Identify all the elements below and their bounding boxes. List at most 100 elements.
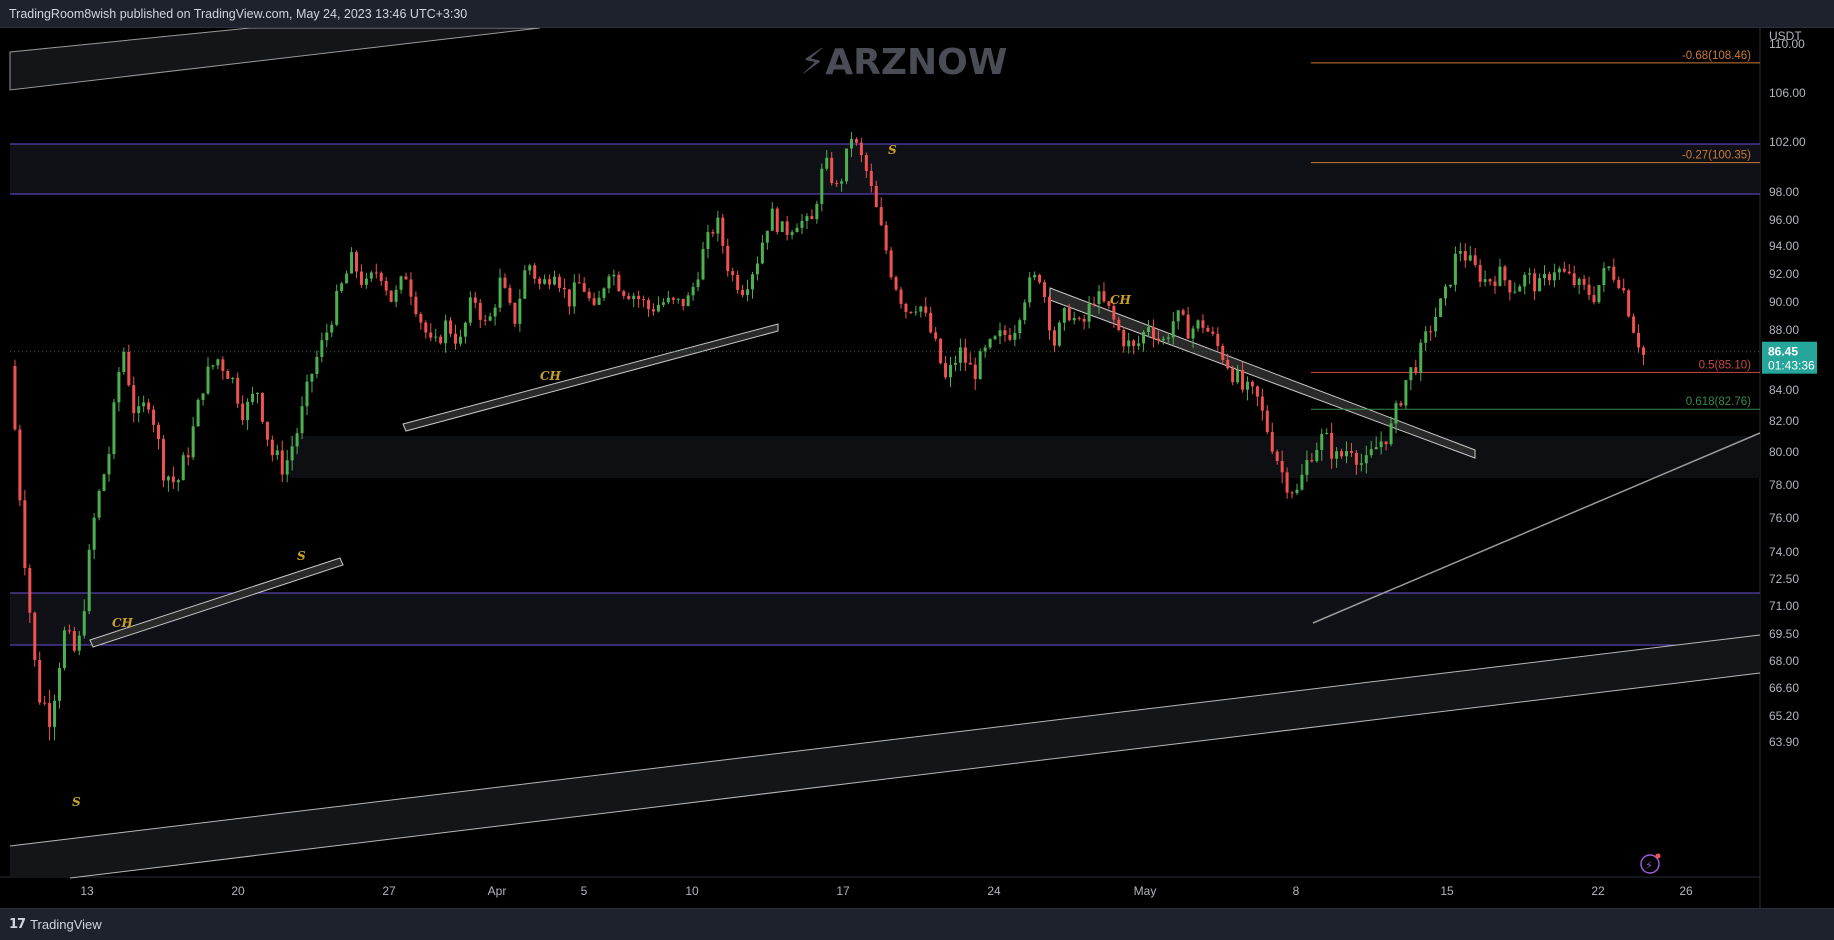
candle-body — [899, 289, 903, 304]
watermark-text: ARZNOW — [825, 42, 1007, 83]
candle-body — [409, 279, 413, 297]
candle-body — [355, 252, 358, 272]
candle-body — [181, 455, 185, 481]
candle-body — [884, 225, 888, 251]
candle-body — [325, 332, 329, 341]
tradingview-logo[interactable]: 17 TradingView — [9, 917, 102, 932]
candle-body — [493, 307, 497, 317]
trendline-support[interactable] — [1312, 432, 1761, 624]
candle-body — [859, 142, 863, 156]
mid-zone — [290, 436, 1760, 478]
candle-body — [1622, 288, 1626, 291]
fib-level-label: 0.5(85.10) — [1699, 359, 1752, 371]
candle-body — [1028, 277, 1032, 303]
candle-body — [1176, 310, 1180, 322]
candle-body — [28, 568, 32, 613]
candle-body — [1533, 273, 1537, 292]
candle-body — [196, 399, 200, 427]
candle-body — [191, 426, 195, 458]
candle-body — [1048, 296, 1051, 331]
current-price-badge[interactable] — [1762, 341, 1817, 374]
candle-body — [642, 299, 646, 301]
candle-body — [1102, 291, 1106, 302]
candle-body — [478, 302, 482, 320]
candle-body — [1270, 432, 1274, 452]
candle-body — [379, 272, 383, 281]
candle-body — [934, 332, 938, 339]
candle-body — [1369, 449, 1373, 456]
candle-body — [1394, 403, 1398, 424]
trendline-rising-1[interactable] — [89, 557, 344, 648]
candle-body — [1632, 316, 1636, 333]
candle-body — [211, 365, 215, 367]
fib-level-label: -0.68(108.46) — [1682, 50, 1751, 62]
alert-dot-icon — [1655, 853, 1661, 859]
candle-body — [815, 203, 819, 220]
trendline-rising-2[interactable] — [402, 323, 779, 432]
candle-body — [830, 157, 834, 184]
alert-lightning-icon[interactable] — [1640, 854, 1660, 874]
price-chart[interactable]: -0.68(108.46) -0.27(100.35) 0.5(85.10) 0.61… — [0, 28, 1834, 908]
candle-body — [1473, 255, 1477, 266]
price-tick-label: 78.00 — [1769, 478, 1799, 492]
candle-body — [998, 330, 1002, 337]
candle-body — [424, 322, 428, 333]
candle-body — [1354, 452, 1358, 465]
candle-body — [1597, 285, 1601, 303]
candle-body — [1122, 330, 1126, 347]
candle-body — [983, 347, 987, 352]
candle-body — [171, 476, 175, 483]
candle-body — [33, 612, 37, 661]
candle-body — [1617, 279, 1621, 289]
candle-body — [127, 351, 131, 386]
candle-body — [473, 297, 477, 303]
candle-body — [1166, 337, 1170, 339]
candle-body — [528, 265, 532, 271]
candle-body — [1453, 253, 1457, 285]
price-axis-panel[interactable] — [1760, 28, 1834, 908]
candle-body — [894, 277, 898, 290]
candle-body — [993, 336, 997, 340]
rising-channel-lower[interactable] — [69, 672, 1761, 879]
price-tick-label: 72.50 — [1769, 572, 1799, 586]
candle-body — [1290, 492, 1294, 494]
candle-body — [1349, 451, 1353, 453]
candle-body — [1226, 359, 1230, 369]
pattern-annotation: S — [297, 549, 306, 563]
candle-body — [696, 279, 700, 287]
price-tick-label: 92.00 — [1769, 267, 1799, 281]
candle-body — [1241, 370, 1245, 390]
footer-bar: 17 TradingView — [0, 908, 1834, 940]
time-tick-label: 27 — [382, 884, 396, 898]
pattern-annotation: CH — [540, 369, 562, 383]
candle-body — [1404, 380, 1408, 406]
candle-body — [1384, 441, 1388, 445]
price-tick-label: 80.00 — [1769, 445, 1799, 459]
candle-body — [270, 439, 274, 456]
candle-body — [1072, 317, 1076, 321]
candle-body — [102, 474, 106, 491]
candle-body — [404, 276, 408, 280]
candle-body — [1305, 460, 1309, 475]
candle-body — [963, 347, 967, 363]
tradingview-logo-text: TradingView — [30, 917, 102, 932]
candle-body — [1043, 282, 1047, 297]
time-tick-label: 24 — [987, 884, 1001, 898]
candle-body — [716, 217, 720, 234]
rising-channel-fill — [10, 635, 1760, 878]
candle-body — [656, 304, 660, 312]
publisher-bar: TradingRoom8wish published on TradingVie… — [0, 0, 1834, 28]
price-tick-label: 76.00 — [1769, 511, 1799, 525]
candle-body — [1295, 489, 1299, 493]
candle-body — [112, 402, 116, 455]
candle-body — [1587, 284, 1591, 296]
pattern-annotation: CH — [1110, 293, 1132, 307]
candle-body — [201, 393, 205, 400]
rising-channel-upper[interactable] — [9, 634, 1761, 847]
candle-body — [1038, 274, 1042, 283]
candle-body — [458, 336, 462, 344]
candle-body — [236, 377, 240, 404]
candle-body — [854, 139, 858, 143]
top-left-channel[interactable] — [9, 28, 541, 91]
annotations: SCHSSCHCHS — [72, 143, 1132, 809]
